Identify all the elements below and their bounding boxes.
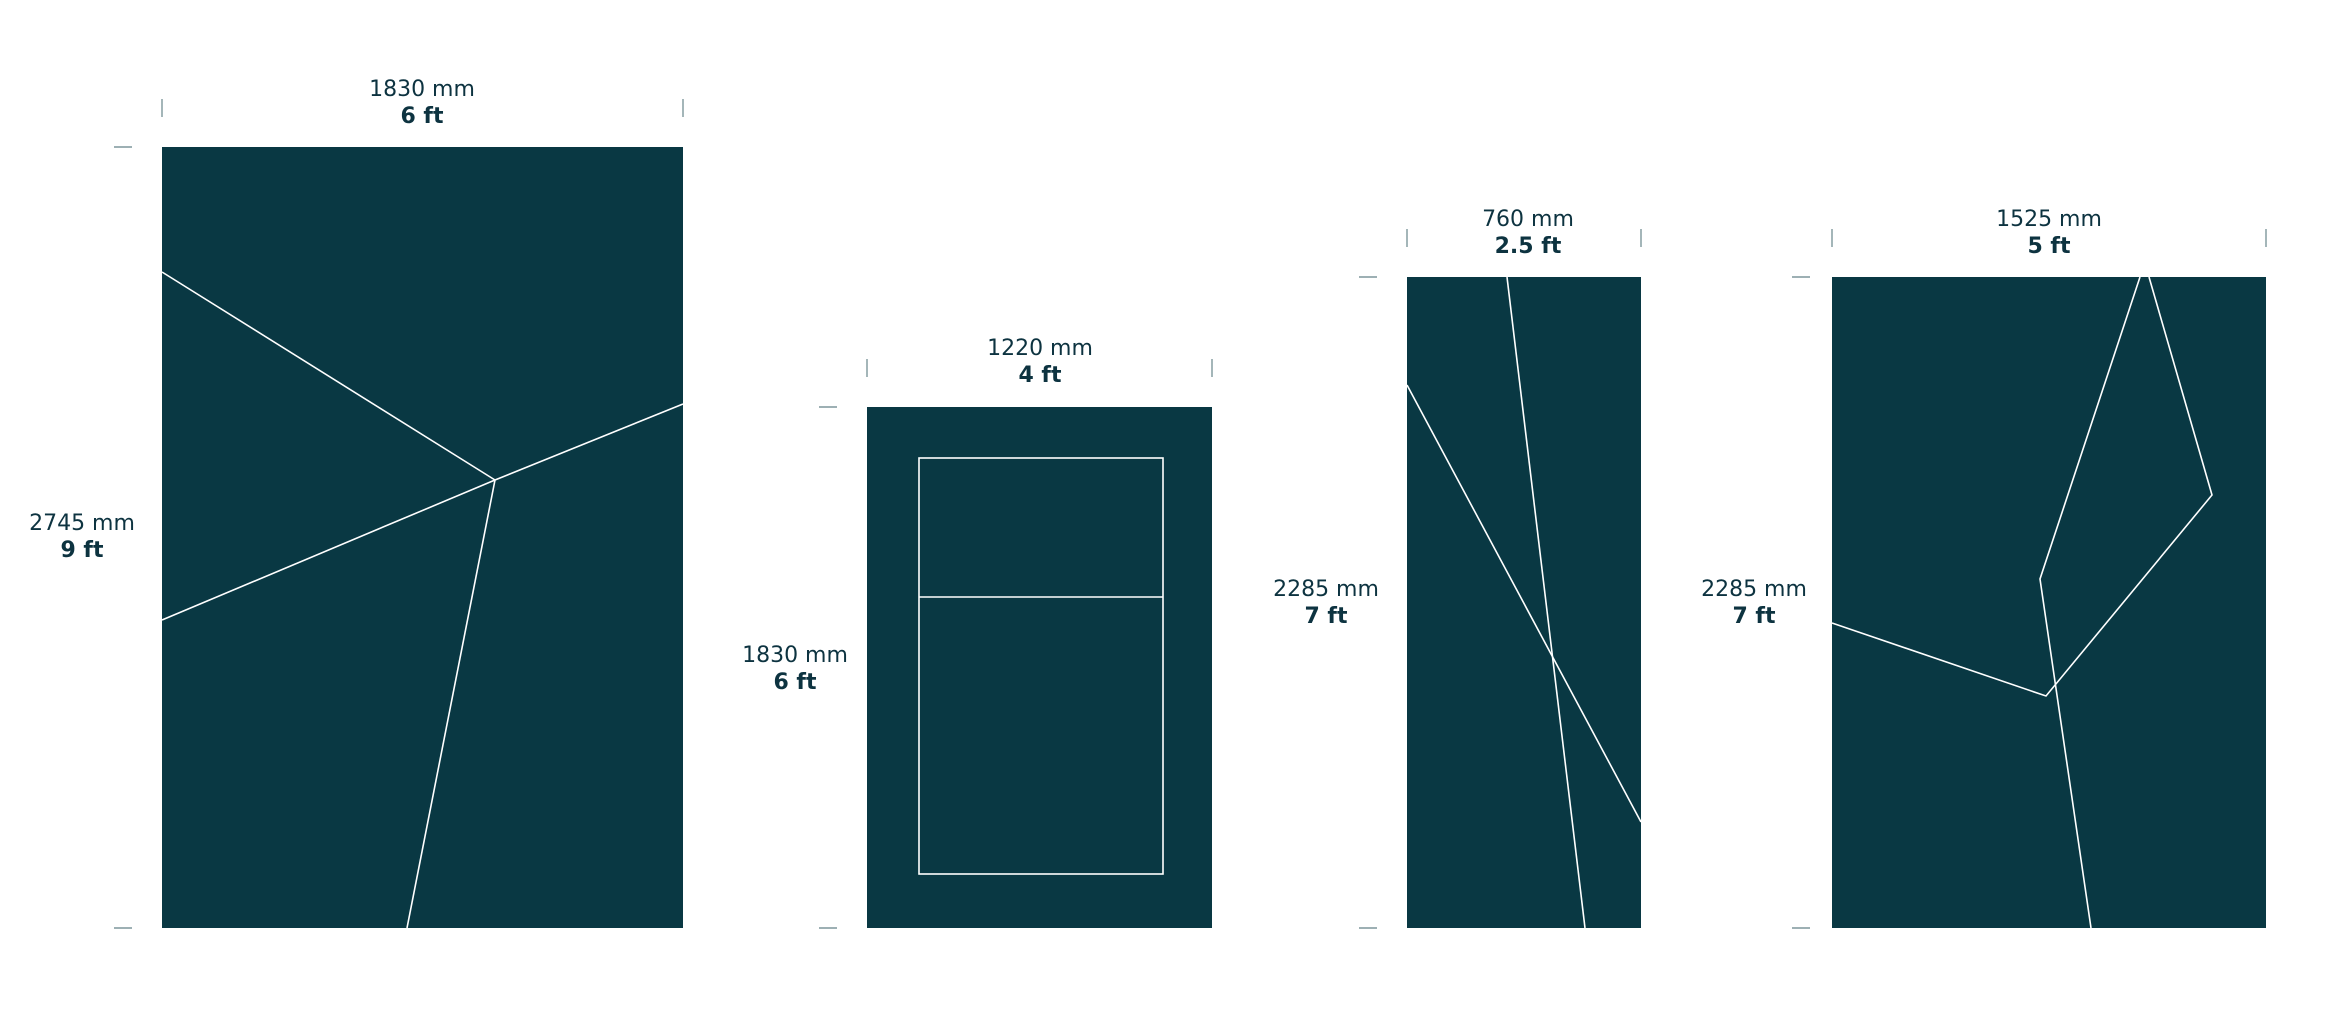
height-ft: 9 ft xyxy=(60,538,104,563)
panel-group: 1830 mm 6 ft 2745 mm 9 ft xyxy=(29,77,684,929)
height-mm: 2285 mm xyxy=(1701,577,1807,602)
width-ft: 4 ft xyxy=(1018,363,1062,388)
width-mm: 1830 mm xyxy=(369,77,475,102)
cut-line xyxy=(1831,276,2213,697)
width-mm: 1220 mm xyxy=(987,336,1093,361)
cut-line xyxy=(1406,384,1642,823)
width-ft: 6 ft xyxy=(400,104,444,129)
height-ft: 7 ft xyxy=(1732,604,1776,629)
cut-line xyxy=(494,403,684,481)
panel xyxy=(1832,277,2266,928)
height-mm: 1830 mm xyxy=(742,643,848,668)
height-ft: 7 ft xyxy=(1304,604,1348,629)
height-ft: 6 ft xyxy=(773,670,817,695)
panel-group: 1525 mm 5 ft 2285 mm 7 ft xyxy=(1701,207,2267,929)
cut-line xyxy=(161,271,496,481)
panel-group: 760 mm 2.5 ft 2285 mm 7 ft xyxy=(1273,207,1642,929)
cut-line xyxy=(406,479,496,929)
width-mm: 1525 mm xyxy=(1996,207,2102,232)
width-ft: 5 ft xyxy=(2027,234,2071,259)
panel xyxy=(162,147,683,928)
cut-line xyxy=(1506,276,1586,929)
height-mm: 2745 mm xyxy=(29,511,135,536)
width-mm: 760 mm xyxy=(1482,207,1574,232)
cut-line xyxy=(2039,276,2141,929)
panel-group: 1220 mm 4 ft 1830 mm 6 ft xyxy=(742,336,1213,929)
width-ft: 2.5 ft xyxy=(1495,234,1562,259)
height-mm: 2285 mm xyxy=(1273,577,1379,602)
inner-frame xyxy=(918,457,1164,875)
cut-line xyxy=(161,479,496,621)
panel xyxy=(867,407,1212,928)
